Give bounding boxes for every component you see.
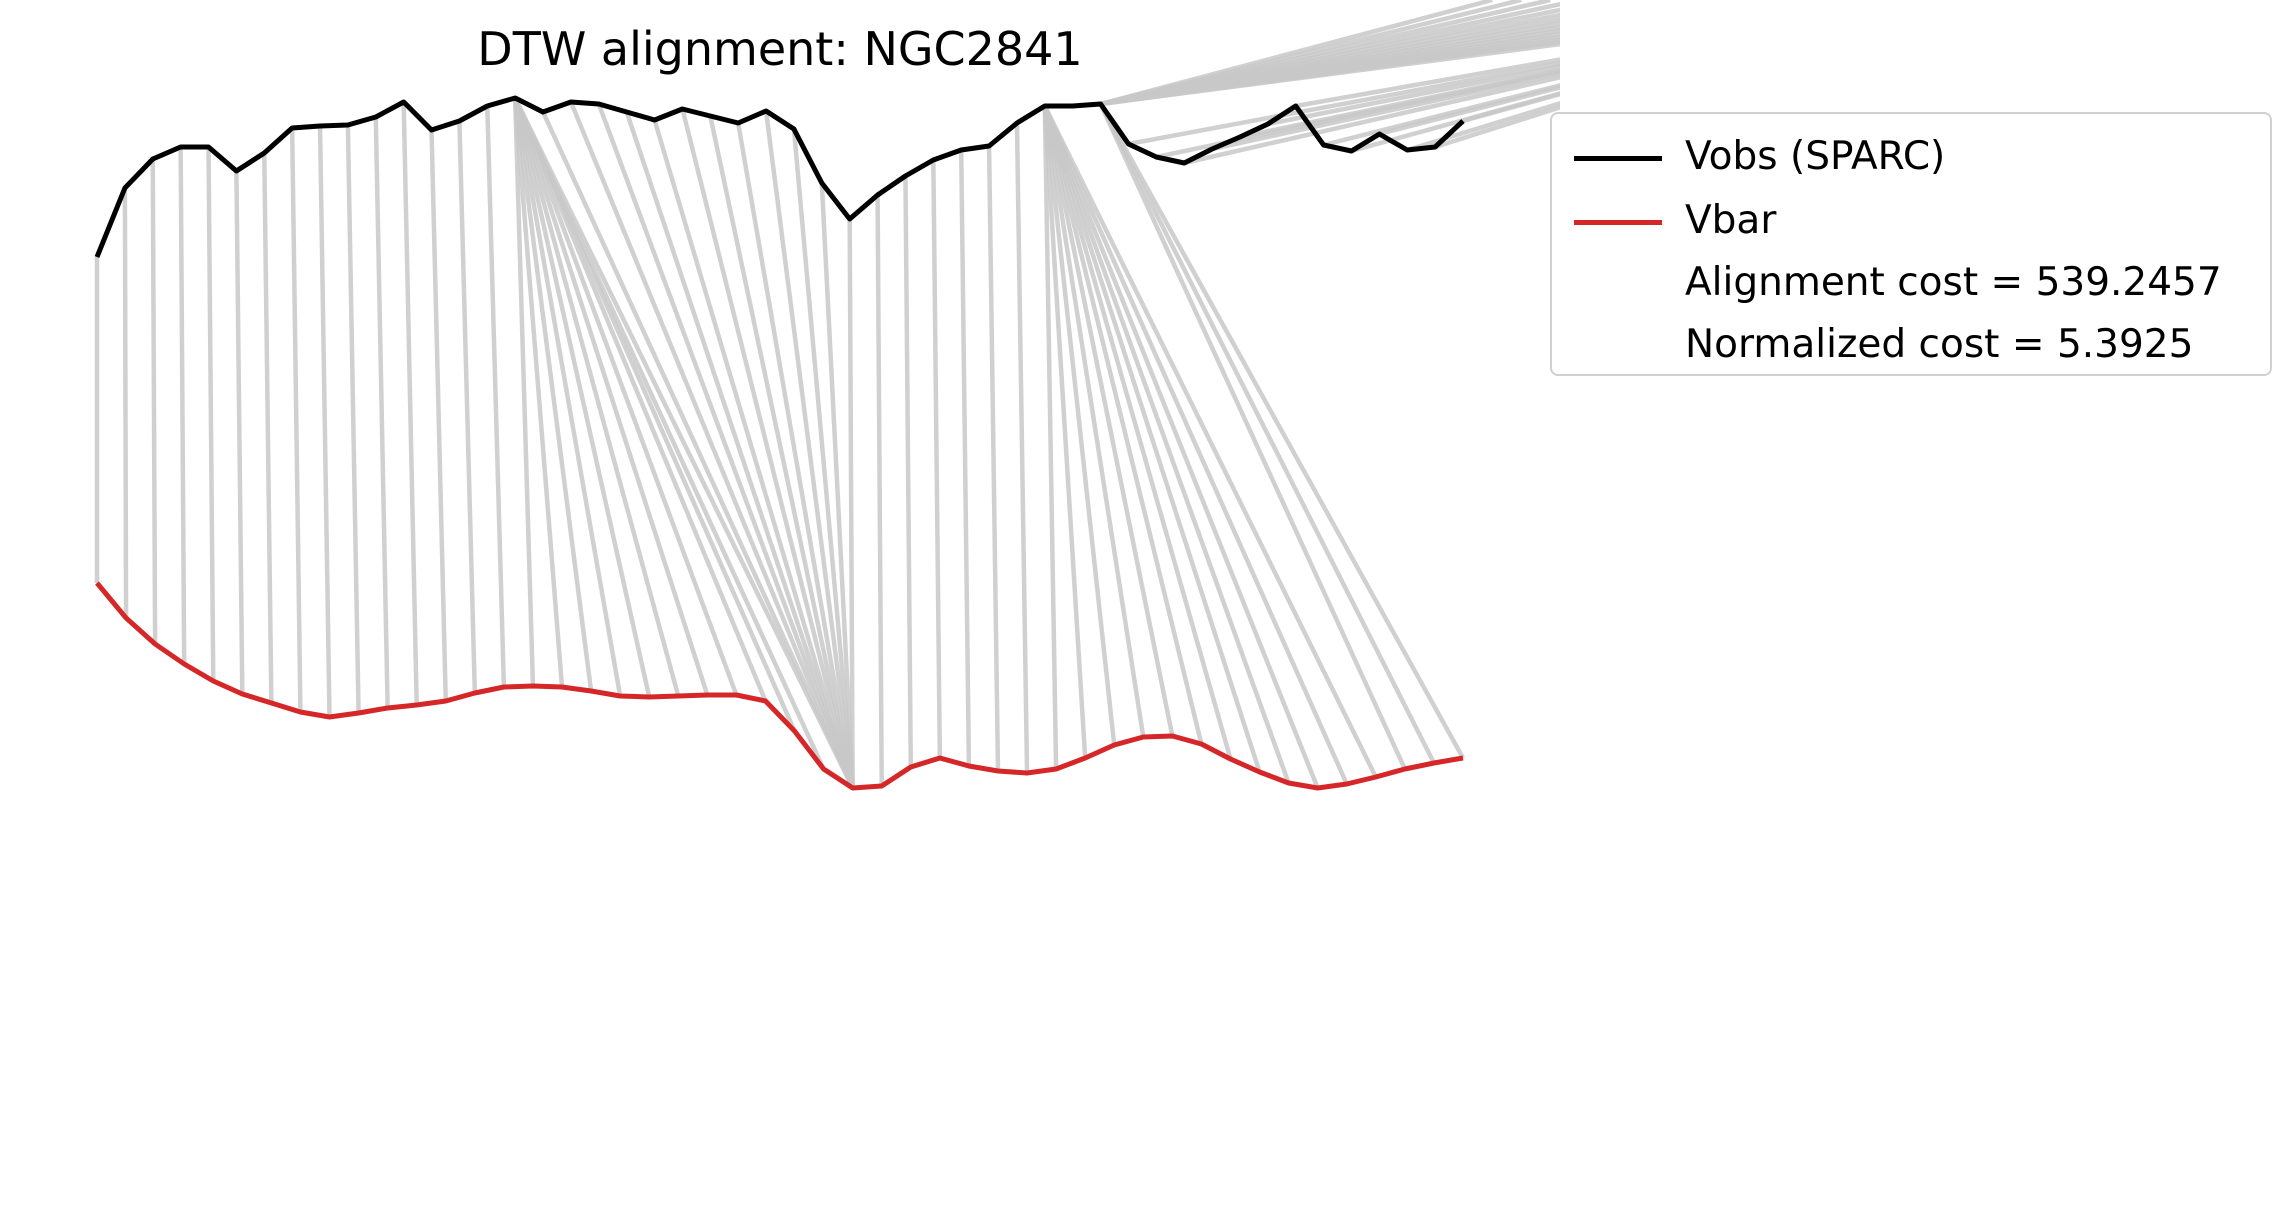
alignment-connector (1100, 41, 1560, 107)
alignment-connector (1323, 83, 1560, 148)
alignment-connector (373, 116, 390, 709)
alignment-connector (735, 122, 855, 789)
legend-item-vobs: Vobs (SPARC) (1552, 132, 2270, 182)
alignment-connector (429, 129, 449, 702)
alignment-connector (1434, 105, 1560, 150)
alignment-connector (847, 218, 855, 789)
alignment-connector (1042, 105, 1204, 745)
alignment-connector (512, 97, 652, 698)
alignment-connectors (94, 0, 1560, 789)
alignment-connector (178, 146, 187, 665)
alignment-connector (513, 97, 739, 696)
alignment-connector (1042, 105, 1146, 738)
alignment-connector (1042, 105, 1349, 785)
alignment-connector (1042, 105, 1320, 789)
alignment-connector (1350, 91, 1560, 154)
alignment-connector (1042, 105, 1233, 760)
alignment-connector (1378, 85, 1560, 137)
alignment-connector (1042, 105, 1059, 770)
normalized-cost-label: Normalized cost = 5.3925 (1685, 322, 2194, 367)
alignment-connector (1098, 102, 1436, 765)
alignment-connector (1042, 105, 1117, 746)
alignment-connector (596, 103, 855, 789)
alignment-connector (763, 110, 855, 789)
alignment-connector (512, 97, 536, 687)
alignment-connector (1042, 105, 1378, 778)
alignment-connector (875, 194, 884, 787)
legend: Vobs (SPARC) Vbar Alignment cost = 539.2… (1550, 112, 2272, 376)
alignment-connector (345, 124, 361, 714)
alignment-connector (1267, 64, 1560, 127)
alignment-connector (512, 97, 623, 697)
alignment-connector (513, 97, 826, 770)
alignment-connector (512, 97, 681, 697)
alignment-connector (1183, 74, 1560, 166)
alignment-connector (540, 111, 855, 789)
alignment-connector (624, 111, 855, 789)
alignment-connector (289, 127, 303, 713)
alignment-connector (931, 159, 943, 759)
alignment-connector (903, 175, 914, 768)
alignment-connector (317, 125, 332, 718)
alignment-connector (791, 128, 855, 789)
alignment-connector (1042, 105, 1088, 759)
alignment-connector (708, 115, 855, 789)
alignment-connector (1211, 71, 1560, 152)
alignment-connector (513, 97, 768, 702)
alignment-connector (1239, 68, 1560, 140)
alignment-connector (401, 101, 419, 706)
alignment-connector (485, 105, 507, 688)
alignment-connector (513, 97, 710, 696)
alignment-connector (512, 97, 565, 688)
alignment-connector (652, 119, 855, 789)
vobs-line (94, 95, 1465, 258)
series-lines (94, 95, 1465, 791)
alignment-connector (1042, 105, 1175, 737)
alignment-connector (457, 120, 478, 694)
alignment-connector (819, 182, 855, 789)
alignment-connector (1295, 57, 1560, 109)
alignment-connector (1042, 105, 1262, 773)
alignment-connector (1042, 105, 1291, 784)
alignment-connector (1406, 101, 1560, 153)
alignment-connector (122, 187, 129, 619)
alignment-connector (680, 108, 855, 789)
alignment-connector (1462, 91, 1560, 124)
alignment-connector (150, 158, 158, 645)
alignment-connector (1128, 61, 1560, 147)
alignment-connector (1014, 122, 1030, 774)
legend-label-vobs: Vobs (SPARC) (1685, 134, 1946, 179)
alignment-connector (513, 97, 855, 789)
alignment-connector (568, 101, 855, 789)
dtw-chart (94, 0, 1560, 791)
legend-swatch-vbar (1574, 220, 1662, 225)
alignment-connector (234, 170, 245, 695)
alignment-connector (958, 149, 972, 767)
vbar-line (95, 581, 1464, 791)
alignment-cost-label: Alignment cost = 539.2457 (1685, 260, 2222, 305)
alignment-connector (512, 97, 594, 692)
legend-swatch-vobs (1574, 156, 1662, 161)
legend-item-vbar: Vbar (1552, 196, 2270, 246)
chart-title: DTW alignment: NGC2841 (477, 22, 1083, 76)
alignment-connector (986, 145, 1001, 772)
alignment-connector (206, 146, 216, 682)
legend-note-alignment-cost: Alignment cost = 539.2457 (1552, 258, 2270, 308)
alignment-connector (1098, 103, 1407, 770)
legend-label-vbar: Vbar (1685, 198, 1777, 243)
alignment-connector (1098, 102, 1465, 760)
legend-note-normalized-cost: Normalized cost = 5.3925 (1552, 320, 2270, 370)
alignment-connector (262, 152, 274, 704)
